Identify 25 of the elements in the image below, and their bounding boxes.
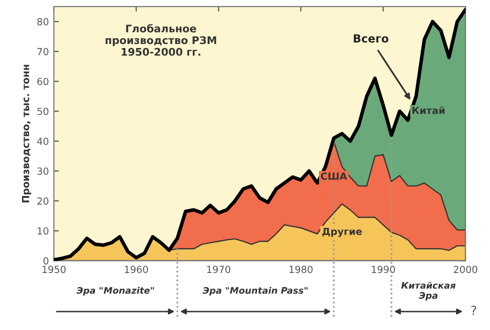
x-tick-label: 1970 xyxy=(207,266,230,274)
text: Глобальное производство РЗМ 1950-2000 гг. xyxy=(106,24,216,56)
x-tick-label: 1950 xyxy=(42,266,66,274)
y-tick-label: 60 xyxy=(37,78,48,86)
series-label: США xyxy=(320,172,348,180)
text: Эра "Mountain Pass" xyxy=(202,286,308,296)
series-label: Китай xyxy=(412,106,445,114)
y-tick-label: 70 xyxy=(37,48,48,56)
x-tick-label: 1960 xyxy=(124,266,148,274)
y-axis-title: Производство, тыс. тонн xyxy=(22,64,32,202)
series-label: Другие xyxy=(322,228,362,238)
text: Китайская Эра xyxy=(401,282,456,301)
text: Эра "Monazite" xyxy=(76,286,154,296)
y-tick-label: 30 xyxy=(37,167,48,175)
x-tick-label: 1990 xyxy=(372,266,395,274)
y-tick-label: 10 xyxy=(38,227,48,235)
x-tick-label: 2000 xyxy=(454,266,478,274)
y-tick-label: 80 xyxy=(37,18,48,26)
y-tick-label: 20 xyxy=(37,197,48,205)
y-tick-label: 50 xyxy=(37,108,48,116)
annotation: Всего xyxy=(354,34,388,43)
text: ? xyxy=(471,306,476,315)
y-tick-label: 40 xyxy=(37,138,48,145)
x-tick-label: 1980 xyxy=(290,266,313,274)
y-tick-label: 0 xyxy=(43,257,48,265)
